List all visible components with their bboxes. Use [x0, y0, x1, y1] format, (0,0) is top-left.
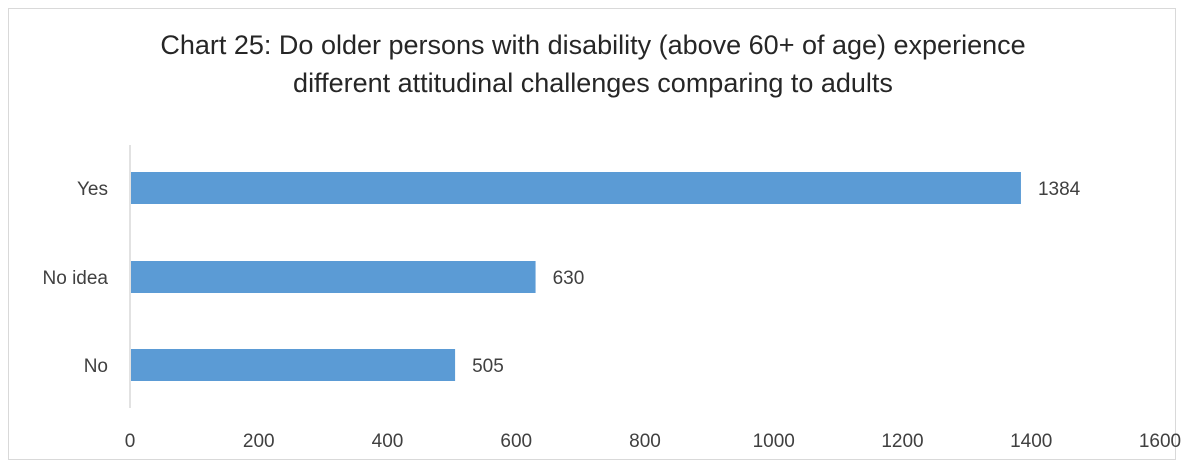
x-axis-tick-labels: 0 200 400 600 800 1000 1200 1400 1600	[125, 431, 1181, 452]
x-tick-label: 1600	[1139, 431, 1181, 452]
data-label-no-idea: 630	[553, 268, 585, 289]
data-label-yes: 1384	[1038, 179, 1081, 200]
bars-layer	[131, 172, 1021, 381]
bar-no-idea	[131, 261, 536, 293]
chart-frame	[8, 8, 1176, 460]
category-label-yes: Yes	[77, 179, 108, 200]
bar-yes	[131, 172, 1021, 204]
x-tick-label: 600	[500, 431, 532, 452]
x-tick-label: 800	[629, 431, 661, 452]
chart-title-line-1: Chart 25: Do older persons with disabili…	[160, 30, 1026, 60]
x-tick-label: 400	[372, 431, 404, 452]
x-tick-label: 200	[243, 431, 275, 452]
category-label-no-idea: No idea	[43, 268, 109, 289]
data-labels: 1384 630 505	[472, 179, 1081, 377]
bar-no	[131, 349, 456, 381]
category-label-no: No	[84, 356, 108, 377]
data-label-no: 505	[472, 356, 504, 377]
chart-title: Chart 25: Do older persons with disabili…	[0, 26, 1186, 102]
x-tick-label: 1400	[1010, 431, 1052, 452]
x-tick-label: 0	[125, 431, 136, 452]
x-tick-label: 1000	[753, 431, 795, 452]
category-axis-labels: Yes No idea No	[43, 179, 109, 377]
chart-title-line-2: different attitudinal challenges compari…	[293, 68, 893, 98]
x-tick-label: 1200	[881, 431, 923, 452]
